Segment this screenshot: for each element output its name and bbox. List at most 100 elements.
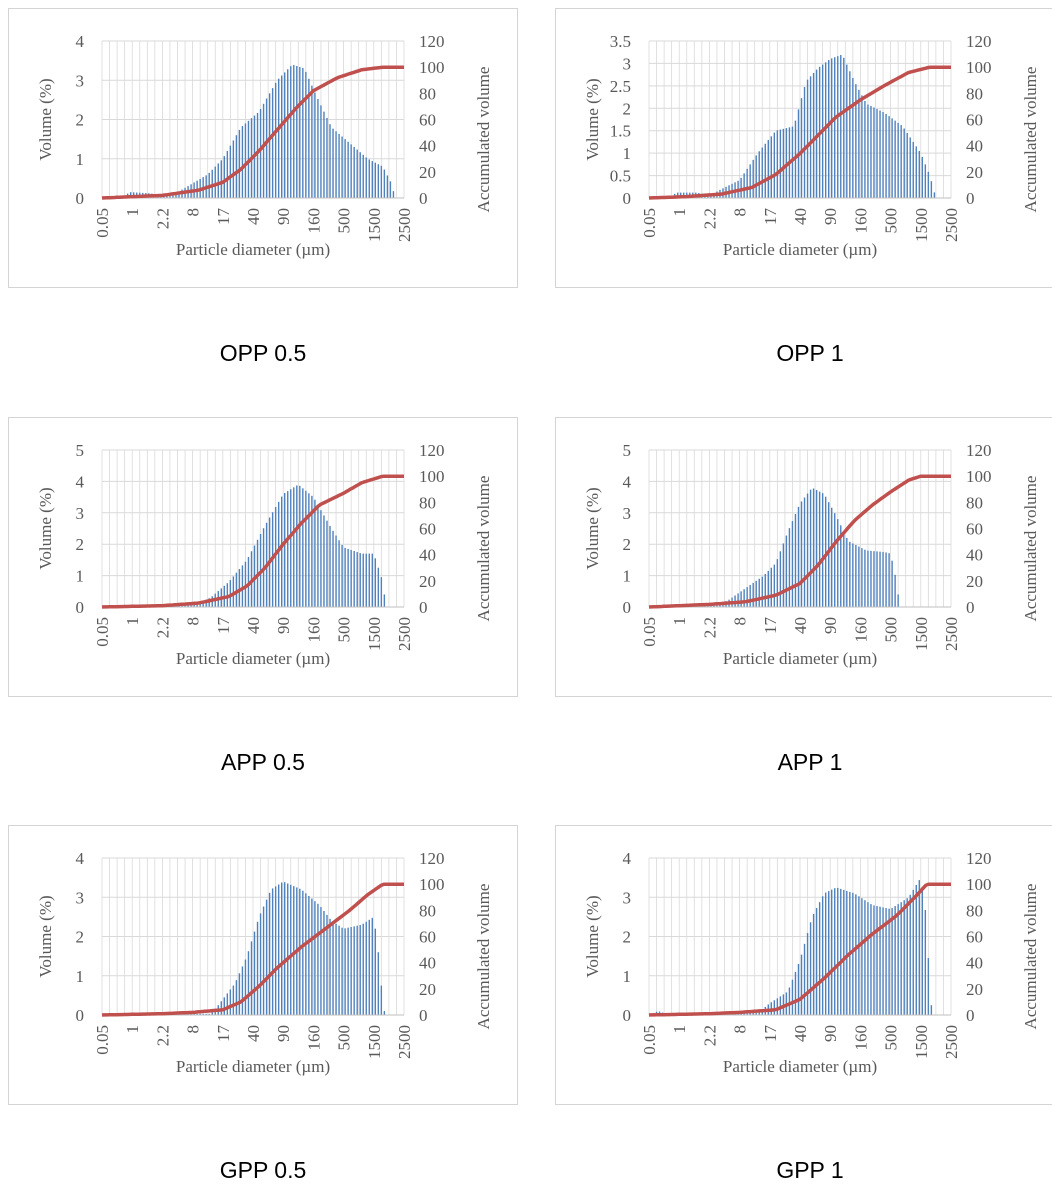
y2-axis-title: Accumulated volume [1021, 67, 1040, 213]
y2-tick-label: 100 [419, 875, 445, 894]
volume-bar [815, 69, 818, 198]
volume-bar [779, 551, 782, 607]
x-tick-label: 2500 [395, 1025, 414, 1059]
volume-bar [879, 551, 881, 607]
volume-bar [737, 593, 739, 607]
x-tick-label: 2.2 [153, 208, 172, 229]
volume-bar [371, 917, 373, 1015]
y2-tick-label: 40 [419, 954, 436, 973]
volume-bar [849, 541, 851, 607]
volume-bar [353, 146, 355, 198]
volume-bar [882, 551, 884, 607]
volume-bar [332, 921, 334, 1015]
y-tick-label: 1 [623, 967, 632, 986]
volume-bar [846, 64, 848, 198]
volume-bar [909, 137, 911, 198]
volume-bar [380, 165, 383, 198]
volume-bar [824, 62, 827, 198]
volume-bar [785, 535, 788, 607]
volume-bar [870, 550, 872, 607]
volume-bar [392, 191, 395, 198]
volume-bar [764, 574, 766, 607]
x-tick-label: 500 [335, 208, 354, 234]
x-tick-label: 90 [821, 208, 840, 225]
volume-bar [284, 882, 286, 1015]
y2-tick-label: 0 [419, 189, 428, 208]
volume-bar [353, 926, 355, 1015]
x-axis-title: Particle diameter (µm) [723, 649, 877, 668]
volume-bar [906, 132, 908, 198]
volume-bar [241, 126, 244, 198]
y-tick-label: 4 [76, 849, 85, 868]
volume-bar [259, 109, 262, 198]
volume-bar [353, 551, 355, 607]
volume-bar [846, 537, 848, 607]
y-tick-label: 4 [623, 849, 632, 868]
volume-bar [773, 1000, 776, 1015]
volume-bar [915, 884, 917, 1015]
volume-bar [755, 580, 757, 607]
x-tick-label: 8 [184, 617, 203, 626]
chart-panel: 0 1 2 3 4 5 0 20 40 60 80 100 120 0.05 1 2.2 8 17 40 90 160 5… [555, 417, 1052, 697]
volume-bar [280, 496, 283, 607]
volume-bar [770, 567, 773, 607]
volume-bar [223, 156, 226, 198]
volume-bar [268, 93, 271, 198]
volume-bar [190, 605, 192, 607]
volume-bar [335, 923, 337, 1015]
volume-bar [274, 507, 277, 607]
x-tick-label: 0.05 [640, 1025, 659, 1055]
x-tick-label: 0.05 [93, 208, 112, 238]
volume-bar [840, 55, 842, 199]
volume-bar [287, 883, 289, 1015]
volume-bar [302, 890, 304, 1015]
volume-bar [767, 570, 769, 607]
cumulative-line [101, 882, 404, 1017]
y2-axis-title: Accumulated volume [474, 67, 493, 213]
volume-bar [293, 65, 295, 199]
volume-bar [806, 933, 809, 1015]
volume-bar [217, 163, 219, 198]
volume-bar [277, 884, 280, 1015]
volume-bar [344, 139, 346, 198]
volume-bar [806, 79, 809, 198]
volume-bar [776, 559, 779, 607]
y-tick-label: 1 [76, 567, 85, 586]
volume-bar [888, 908, 890, 1015]
volume-bar [308, 78, 310, 198]
volume-bar [362, 553, 364, 607]
x-axis-title: Particle diameter (µm) [723, 1057, 877, 1076]
volume-bar [803, 86, 806, 198]
volume-bar [924, 910, 927, 1015]
y2-tick-label: 0 [966, 598, 975, 617]
y-tick-label: 3 [76, 71, 85, 90]
volume-bar [809, 922, 812, 1015]
volume-bar [253, 931, 256, 1015]
x-tick-label: 90 [821, 1025, 840, 1042]
volume-bar [308, 895, 310, 1015]
x-tick-label: 160 [304, 208, 323, 234]
y2-tick-label: 120 [966, 441, 992, 460]
volume-bar [244, 123, 247, 198]
x-tick-label: 40 [791, 208, 810, 225]
volume-bar [344, 547, 346, 607]
x-tick-label: 500 [882, 617, 901, 643]
y2-tick-label: 120 [966, 849, 992, 868]
volume-bar [274, 886, 277, 1015]
volume-bar [779, 129, 782, 198]
volume-bar [900, 902, 902, 1015]
volume-bar [299, 67, 301, 198]
volume-bar [299, 888, 301, 1015]
y-tick-label: 3 [623, 504, 632, 523]
volume-bar [752, 582, 754, 607]
y-tick-label: 3 [623, 54, 632, 73]
volume-bar [852, 78, 854, 198]
volume-bar [202, 600, 204, 607]
y-axis-title: Volume (%) [583, 487, 602, 569]
volume-bar [837, 887, 839, 1015]
volume-bar [876, 906, 878, 1015]
chart-panel: 0 1 2 3 4 0 20 40 60 80 100 120 0.05 1 2.2 8 17 40 90 160 50… [8, 825, 518, 1105]
y2-tick-label: 60 [966, 928, 983, 947]
